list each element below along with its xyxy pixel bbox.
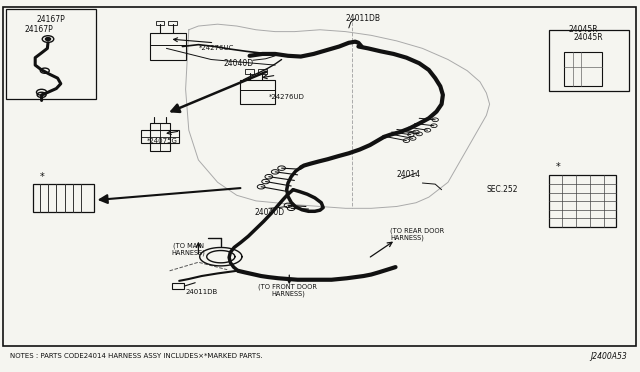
Text: *24075G: *24075G (147, 138, 178, 144)
Text: 24011DB: 24011DB (186, 289, 218, 295)
Text: (TO MAIN
HARNESS): (TO MAIN HARNESS) (172, 242, 205, 256)
Text: 24014: 24014 (397, 170, 421, 179)
Text: SEC.252: SEC.252 (486, 185, 518, 194)
Text: 24040D: 24040D (255, 208, 285, 217)
Text: 24167P: 24167P (37, 15, 65, 24)
Text: 24011DB: 24011DB (346, 14, 381, 23)
Text: 24045R: 24045R (569, 25, 598, 34)
Text: 24045R: 24045R (574, 33, 604, 42)
Circle shape (45, 38, 51, 41)
Text: J2400A53: J2400A53 (591, 352, 627, 361)
Text: *24276UD: *24276UD (269, 94, 305, 100)
Text: (TO FRONT DOOR
HARNESS): (TO FRONT DOOR HARNESS) (259, 283, 317, 297)
Text: *: * (556, 162, 560, 172)
Text: 24040D: 24040D (224, 59, 254, 68)
Text: NOTES : PARTS CODE24014 HARNESS ASSY INCLUDES×*MARKED PARTS.: NOTES : PARTS CODE24014 HARNESS ASSY INC… (10, 353, 262, 359)
Text: (TO REAR DOOR
HARNESS): (TO REAR DOOR HARNESS) (390, 227, 445, 241)
Text: 24167P: 24167P (24, 25, 52, 34)
Text: *24276UC: *24276UC (198, 45, 234, 51)
Text: *: * (40, 171, 44, 182)
